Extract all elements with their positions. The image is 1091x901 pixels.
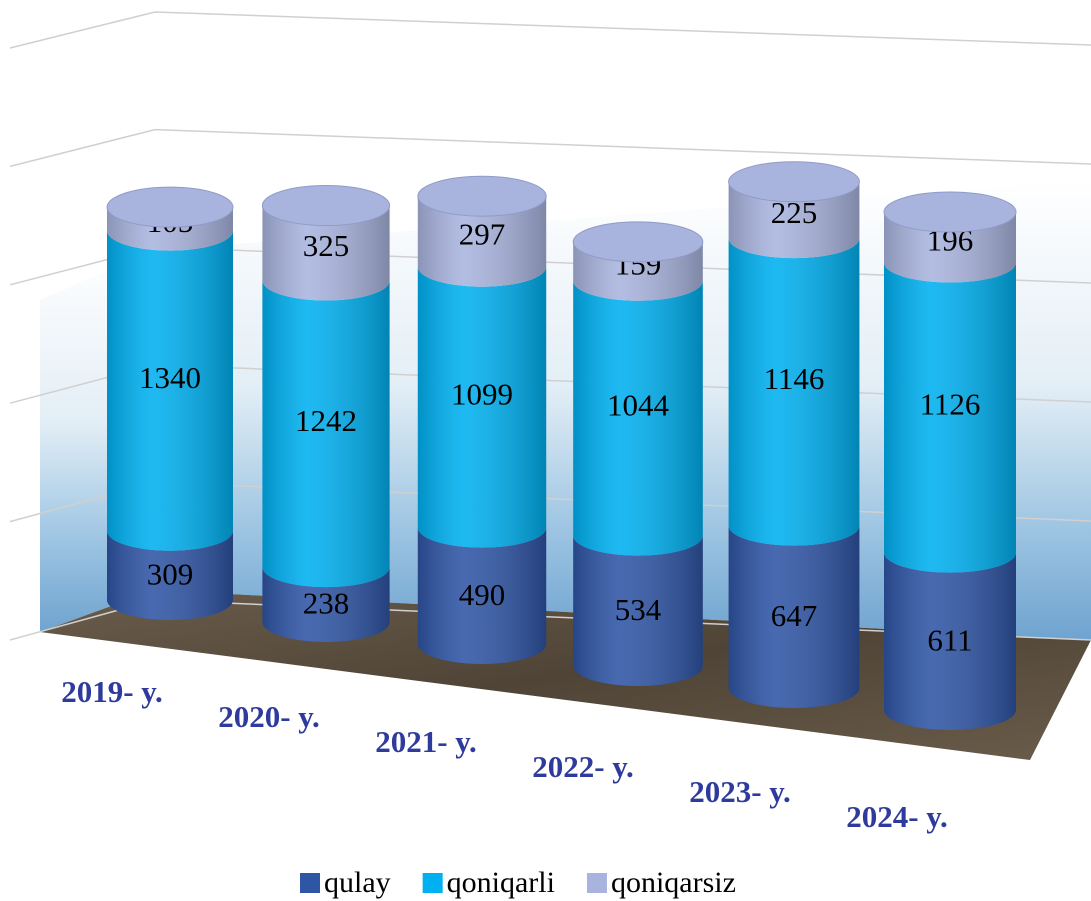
cylinder-shade [728,525,860,708]
cylinder-shade [262,567,390,643]
data-label: 1044 [607,387,670,422]
data-label: 1340 [139,360,201,395]
cylinder-shade [262,205,390,301]
cylinder-shade [728,181,860,259]
data-label: 1146 [764,361,825,396]
x-tick-label: 2021- y. [375,724,477,759]
x-tick-label: 2020- y. [218,699,320,734]
cylinder-cap [572,221,704,263]
cylinder-shade [417,196,547,287]
cylinder-shade [107,207,233,251]
legend-swatch [300,873,320,893]
cylinder-shade [573,241,703,301]
cylinder-shade [107,530,233,620]
data-label: 1242 [295,403,357,438]
x-tick-label: 2022- y. [532,749,634,784]
x-tick-label: 2024- y. [846,799,948,834]
cylinder-shade [573,280,703,556]
data-label: 297 [459,217,506,252]
x-tick-label: 2023- y. [689,774,791,809]
legend: qulay qoniqarli qoniqarsiz [300,866,736,899]
legend-swatch [586,873,607,893]
cylinder-shade [884,262,1016,573]
legend-swatch [422,873,443,893]
legend-label: qoniqarli [447,866,555,899]
data-label: 325 [303,228,350,263]
data-label: 1099 [451,376,513,411]
data-label: 647 [771,598,818,633]
cylinder-cap [261,185,391,227]
legend-label: qulay [324,866,391,899]
cylinder-shade [417,266,547,548]
legend-label: qoniqarsiz [611,866,736,899]
data-label: 490 [459,577,506,612]
cylinder-shade [884,552,1016,730]
x-tick-label: 2019- y. [61,674,163,709]
data-label: 1126 [920,387,981,422]
data-label: 611 [927,622,972,657]
data-label: 534 [615,592,662,627]
grid-line [9,11,1091,49]
cylinder-cap [883,191,1017,233]
cylinder-cap [417,175,547,217]
data-label: 309 [147,557,194,592]
cylinder-shade [573,535,703,686]
cylinder-shade [728,238,860,546]
grid-line [9,128,1091,168]
cylinder-shade [417,527,547,664]
data-label: 238 [303,586,350,621]
cylinder-cap [106,186,234,228]
cylinder-shade [262,280,390,588]
cylinder-cap [728,161,860,203]
cylinder-shade [107,230,233,551]
